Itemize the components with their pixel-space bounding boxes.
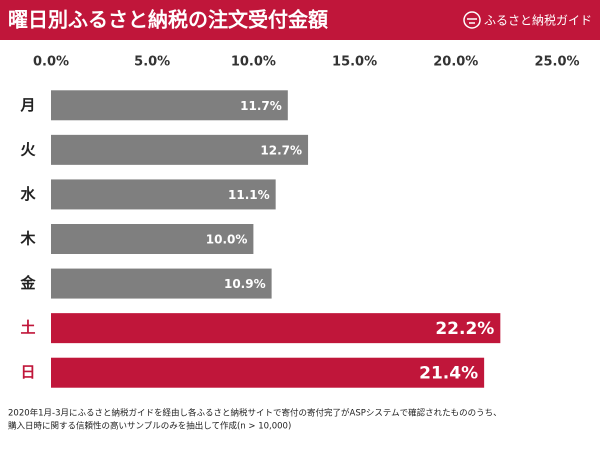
- footnote: 2020年1月-3月にふるさと納税ガイドを経由し各ふるさと納税サイトで寄付の寄付…: [8, 408, 502, 419]
- x-tick-label: 0.0%: [33, 55, 69, 70]
- bar: [51, 313, 501, 344]
- value-label: 21.4%: [419, 364, 478, 384]
- y-tick-label: 火: [20, 140, 36, 158]
- y-tick-label: 木: [19, 230, 36, 248]
- x-tick-label: 20.0%: [433, 55, 478, 70]
- x-tick-label: 15.0%: [332, 55, 377, 70]
- value-label: 10.0%: [206, 233, 248, 247]
- x-tick-label: 5.0%: [134, 55, 170, 70]
- title-bar: [0, 0, 600, 40]
- bar: [51, 357, 485, 388]
- footnote: 購入日時に関する信頼性の高いサンプルのみを抽出して作成(n > 10,000): [8, 421, 291, 432]
- y-tick-label: 金: [19, 274, 36, 292]
- bar: [51, 224, 254, 254]
- logo-icon-detail: [467, 18, 477, 24]
- value-label: 10.9%: [224, 277, 266, 291]
- x-tick-label: 10.0%: [231, 55, 276, 70]
- y-tick-label: 日: [20, 363, 35, 381]
- bar: [51, 134, 309, 165]
- bar: [51, 90, 288, 121]
- brand-name: ふるさと納税ガイド: [484, 14, 592, 28]
- chart-title: 曜日別ふるさと納税の注文受付金額: [8, 8, 328, 32]
- y-tick-label: 水: [20, 185, 36, 203]
- logo-icon: [463, 11, 481, 29]
- value-label: 22.2%: [435, 319, 494, 339]
- value-label: 12.7%: [260, 143, 302, 157]
- bar: [51, 268, 272, 299]
- value-label: 11.7%: [240, 99, 282, 113]
- x-tick-label: 25.0%: [534, 55, 579, 70]
- bar: [51, 179, 276, 210]
- brand-logo: ふるさと納税ガイド: [463, 11, 592, 29]
- value-label: 11.1%: [228, 188, 270, 202]
- y-tick-label: 土: [20, 319, 35, 337]
- y-tick-label: 月: [19, 96, 35, 114]
